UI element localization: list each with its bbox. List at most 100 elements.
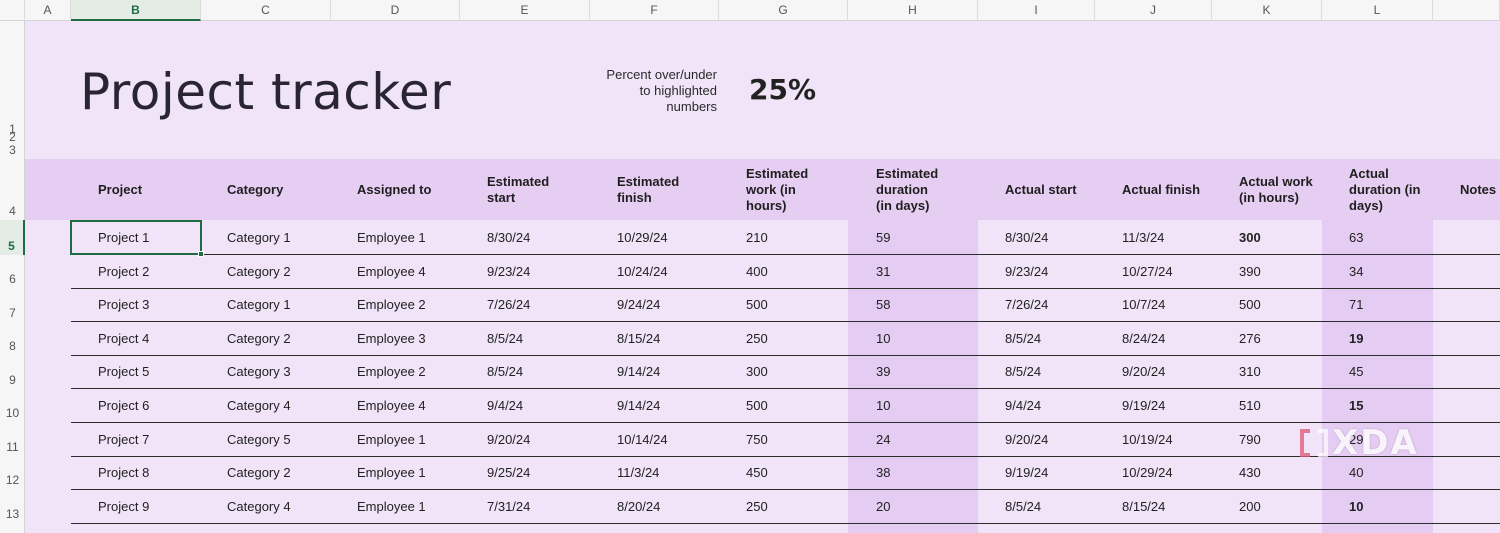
row-header-8[interactable]: 8 — [9, 339, 16, 353]
column-header-e[interactable]: E — [460, 0, 590, 21]
row-header-12[interactable]: 12 — [5, 473, 20, 487]
cell-estimated-duration[interactable]: 20 — [876, 498, 891, 514]
row-header-10[interactable]: 10 — [5, 406, 20, 420]
cell-estimated-duration[interactable]: 24 — [876, 431, 891, 447]
cell-estimated-work[interactable]: 750 — [746, 431, 768, 447]
cell-actual-start[interactable]: 8/5/24 — [1005, 330, 1042, 346]
cell-actual-work[interactable]: 390 — [1239, 263, 1261, 279]
row-header-7[interactable]: 7 — [9, 306, 16, 320]
cell-estimated-start[interactable]: 8/5/24 — [487, 330, 524, 346]
column-header-g[interactable]: G — [719, 0, 848, 21]
cell-project[interactable]: Project 4 — [98, 330, 150, 346]
row-header-9[interactable]: 9 — [9, 373, 16, 387]
cell-estimated-finish[interactable]: 11/3/24 — [617, 465, 660, 481]
cell-estimated-duration[interactable]: 39 — [876, 364, 891, 380]
cell-estimated-finish[interactable]: 9/14/24 — [617, 398, 661, 413]
header-actual-finish[interactable]: Actual finish — [1122, 160, 1200, 220]
cell-assigned-to[interactable]: Employee 1 — [357, 431, 426, 447]
cell-estimated-start[interactable]: 9/23/24 — [487, 263, 531, 279]
row-header-6[interactable]: 6 — [9, 272, 16, 286]
row-header-1[interactable]: 1 — [9, 122, 16, 136]
worksheet-area[interactable] — [25, 21, 1500, 533]
cell-actual-start[interactable]: 9/20/24 — [1005, 431, 1049, 447]
select-all-corner[interactable] — [0, 0, 25, 21]
cell-actual-finish[interactable]: 10/29/24 — [1122, 465, 1173, 481]
active-cell-selection[interactable] — [70, 220, 202, 255]
row-header-13[interactable]: 13 — [5, 507, 20, 521]
cell-actual-finish[interactable]: 11/3/24 — [1122, 230, 1165, 245]
cell-estimated-duration[interactable]: 10 — [876, 330, 891, 346]
column-header-i[interactable]: I — [978, 0, 1095, 21]
cell-actual-work[interactable]: 276 — [1239, 330, 1261, 346]
cell-assigned-to[interactable]: Employee 2 — [357, 364, 426, 380]
cell-actual-finish[interactable]: 10/27/24 — [1122, 263, 1173, 279]
cell-estimated-duration[interactable]: 38 — [876, 465, 891, 481]
cell-actual-start[interactable]: 8/5/24 — [1005, 498, 1042, 514]
header-estimated-work[interactable]: Estimated work (in hours) — [746, 160, 808, 220]
cell-assigned-to[interactable]: Employee 1 — [357, 465, 426, 481]
cell-actual-duration[interactable]: 45 — [1349, 364, 1364, 380]
cell-estimated-finish[interactable]: 10/24/24 — [617, 263, 668, 279]
header-actual-duration[interactable]: Actual duration (in days) — [1349, 160, 1421, 220]
header-actual-start[interactable]: Actual start — [1005, 160, 1077, 220]
column-header-h[interactable]: H — [848, 0, 978, 21]
cell-estimated-work[interactable]: 250 — [746, 498, 768, 514]
cell-project[interactable]: Project 6 — [98, 398, 150, 413]
cell-estimated-work[interactable]: 500 — [746, 398, 768, 413]
cell-assigned-to[interactable]: Employee 1 — [357, 498, 426, 514]
cell-actual-start[interactable]: 8/5/24 — [1005, 364, 1042, 380]
header-notes[interactable]: Notes — [1460, 160, 1496, 220]
cell-category[interactable]: Category 1 — [227, 297, 291, 313]
sheet-title[interactable]: Project tracker — [80, 63, 452, 121]
cell-category[interactable]: Category 3 — [227, 364, 291, 380]
cell-estimated-duration[interactable]: 58 — [876, 297, 891, 313]
cell-project[interactable]: Project 1 — [98, 230, 150, 245]
cell-estimated-work[interactable]: 400 — [746, 263, 768, 279]
cell-actual-work[interactable]: 790 — [1239, 431, 1261, 447]
cell-estimated-duration[interactable]: 10 — [876, 398, 891, 413]
cell-assigned-to[interactable]: Employee 1 — [357, 230, 426, 245]
cell-actual-work[interactable]: 310 — [1239, 364, 1261, 380]
cell-actual-work[interactable]: 430 — [1239, 465, 1261, 481]
cell-actual-duration[interactable]: 63 — [1349, 230, 1364, 245]
fill-handle[interactable] — [198, 251, 204, 257]
cell-actual-duration[interactable]: 15 — [1349, 398, 1364, 413]
cell-estimated-start[interactable]: 7/31/24 — [487, 498, 531, 514]
cell-estimated-duration[interactable]: 31 — [876, 263, 891, 279]
row-header-11[interactable]: 11 — [6, 440, 19, 454]
cell-actual-start[interactable]: 9/23/24 — [1005, 263, 1049, 279]
cell-actual-duration[interactable]: 34 — [1349, 263, 1364, 279]
cell-actual-duration[interactable]: 29 — [1349, 431, 1364, 447]
column-header-l[interactable]: L — [1322, 0, 1433, 21]
cell-category[interactable]: Category 2 — [227, 263, 291, 279]
cell-estimated-work[interactable]: 450 — [746, 465, 768, 481]
cell-actual-finish[interactable]: 9/20/24 — [1122, 364, 1166, 380]
cell-actual-duration[interactable]: 40 — [1349, 465, 1364, 481]
cell-actual-work[interactable]: 510 — [1239, 398, 1261, 413]
header-category[interactable]: Category — [227, 160, 283, 220]
cell-assigned-to[interactable]: Employee 4 — [357, 263, 426, 279]
cell-category[interactable]: Category 5 — [227, 431, 291, 447]
cell-estimated-work[interactable]: 300 — [746, 364, 768, 380]
column-header-m[interactable] — [1433, 0, 1500, 21]
percent-value-cell[interactable]: 25% — [749, 73, 817, 106]
cell-project[interactable]: Project 3 — [98, 297, 150, 313]
row-header-2[interactable]: 2 — [9, 130, 16, 144]
column-header-a[interactable]: A — [25, 0, 71, 21]
cell-actual-finish[interactable]: 10/19/24 — [1122, 431, 1173, 447]
row-header-4[interactable]: 4 — [9, 204, 16, 218]
percent-label[interactable]: Percent over/under to highlighted number… — [575, 67, 717, 115]
cell-project[interactable]: Project 2 — [98, 263, 150, 279]
cell-actual-work[interactable]: 500 — [1239, 297, 1261, 313]
cell-actual-duration[interactable]: 10 — [1349, 498, 1364, 514]
cell-estimated-finish[interactable]: 9/14/24 — [617, 364, 661, 380]
cell-actual-finish[interactable]: 10/7/24 — [1122, 297, 1166, 313]
cell-actual-start[interactable]: 7/26/24 — [1005, 297, 1049, 313]
header-actual-work[interactable]: Actual work (in hours) — [1239, 160, 1313, 220]
cell-estimated-work[interactable]: 210 — [746, 230, 768, 245]
column-header-f[interactable]: F — [590, 0, 719, 21]
column-header-k[interactable]: K — [1212, 0, 1322, 21]
cell-estimated-work[interactable]: 500 — [746, 297, 768, 313]
column-header-b[interactable]: B — [71, 0, 201, 21]
cell-project[interactable]: Project 7 — [98, 431, 150, 447]
